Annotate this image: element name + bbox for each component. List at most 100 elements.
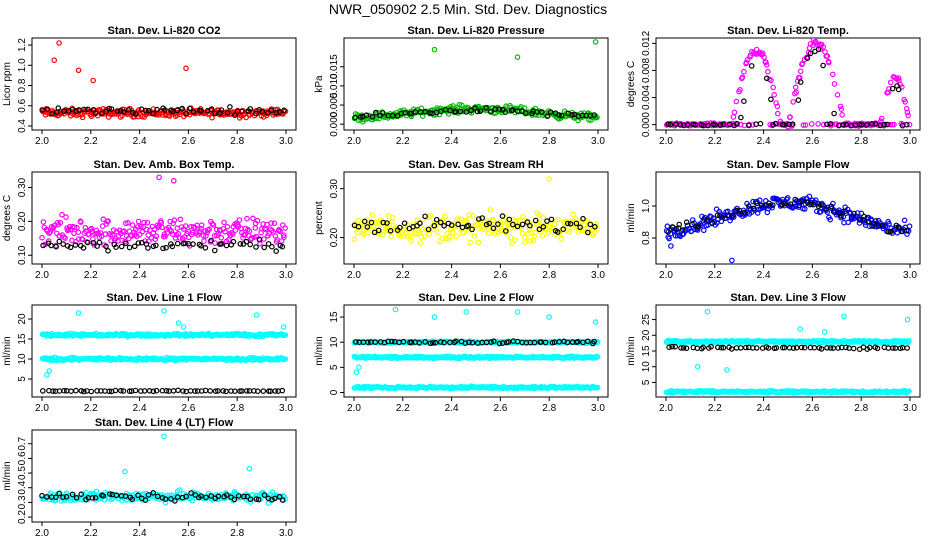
sample-point [509,240,515,246]
y-tick-label: 0.10 [17,245,28,265]
y-tick-label: 0.30 [17,177,28,197]
average-point [544,113,551,120]
x-tick-label: 2.0 [347,136,361,147]
x-tick-label: 2.8 [542,270,556,281]
average-point [218,241,224,247]
x-tick-label: 2.0 [659,270,673,281]
average-point [689,221,695,228]
average-point [704,217,711,223]
average-point [272,388,279,394]
x-tick-label: 3.0 [591,136,605,147]
average-point [673,226,679,232]
x-tick-label: 2.8 [854,136,868,147]
sample-point [63,214,69,220]
average-point [369,113,376,120]
average-point [126,244,133,251]
average-point [126,388,133,395]
average-point [865,218,872,225]
sample-point [206,226,213,233]
average-point [352,339,359,345]
average-point [874,345,881,352]
average-point [708,343,714,350]
sample-point [878,115,885,122]
average-point [154,106,160,113]
sample-point [539,233,546,239]
average-point [807,50,814,57]
average-point [150,243,157,250]
y-tick-label: 15 [329,311,340,323]
average-point [544,218,550,224]
average-point [724,212,731,219]
panel-title: Stan. Dev. Line 2 Flow [418,292,534,304]
average-point [466,339,472,346]
average-point [737,345,744,351]
panel-sample-flow: Stan. Dev. Sample Flow 2.0 2.2 2.4 2.6 2.8 3.0… [626,159,921,281]
panel-title: Stan. Dev. Li-820 Pressure [407,25,544,37]
sample-point [466,212,473,218]
average-point [260,388,267,394]
x-tick-label: 2.6 [805,270,819,281]
sample-point [749,122,756,128]
sample-point [236,217,243,223]
sample-point [774,103,781,110]
x-tick-label: 2.2 [84,270,98,281]
sample-point [427,213,434,219]
average-point [389,338,395,345]
y-tick-label: 15 [641,345,652,357]
sample-point [277,228,283,235]
y-tick-label: 0.005 [329,92,340,117]
x-tick-label: 2.4 [133,403,147,414]
average-point [162,496,169,502]
average-point [73,387,79,394]
average-point [145,107,152,114]
x-tick-label: 2.0 [35,528,49,539]
sample-point [46,368,53,374]
average-point [417,220,423,227]
average-point [53,494,59,501]
average-point [253,496,260,502]
sample-point [463,309,470,315]
average-point [118,387,124,394]
average-point [877,122,884,129]
sample-point [765,68,771,75]
sample-point [211,233,218,239]
sample-point [78,219,84,225]
average-point [677,122,684,128]
average-point [700,344,706,351]
y-tick-label: 0.20 [329,227,340,247]
average-point [281,107,287,114]
average-point [81,388,87,395]
average-point [255,496,262,503]
average-point [509,221,516,228]
y-axis-label: Licor ppm [2,62,13,106]
sample-point [221,219,227,226]
x-tick-label: 3.0 [279,403,293,414]
average-point [39,388,46,394]
sample-point [467,239,473,246]
average-point [577,224,583,231]
sample-point [544,230,551,236]
x-tick-label: 3.0 [903,136,917,147]
sample-point [385,227,391,234]
sample-point [198,222,205,229]
average-point [716,213,723,219]
sample-point [369,212,376,218]
sample-point [812,38,819,45]
sample-point [246,228,253,234]
sample-point [763,62,770,68]
average-point [160,245,166,252]
x-tick-label: 2.6 [493,136,507,147]
x-tick-label: 2.2 [708,136,722,147]
average-point [120,388,127,394]
average-point [790,345,797,351]
panel-title: Stan. Dev. Li-820 CO2 [108,25,221,37]
average-point [736,207,743,214]
average-point [475,216,482,222]
sample-point [75,229,82,236]
panel-co2: Stan. Dev. Li-820 CO2 2.0 2.2 2.4 2.6 2.8 3.0 0… [2,25,297,147]
sample-point [902,99,909,105]
sample-point [532,229,539,236]
average-point [106,105,112,112]
average-point [733,120,740,127]
average-point [276,493,283,500]
